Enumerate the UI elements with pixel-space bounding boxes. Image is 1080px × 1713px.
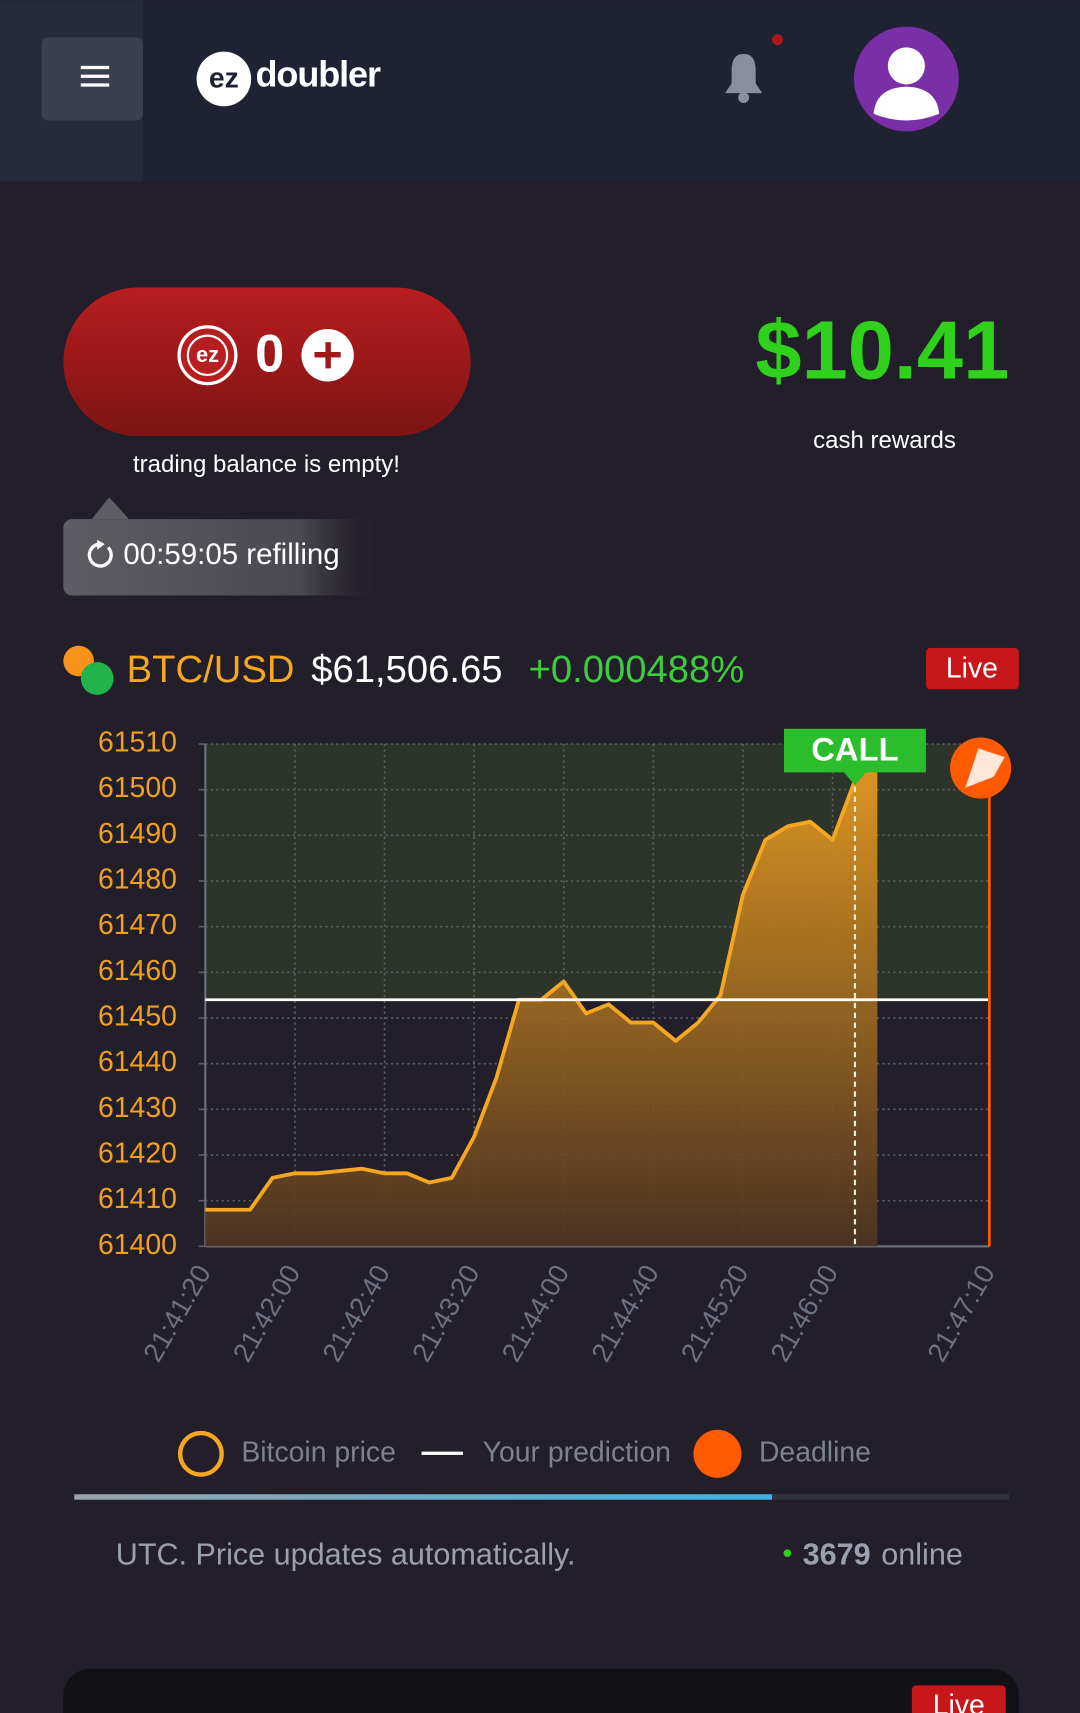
y-tick-label: 61460 [98, 955, 177, 987]
next-live-text: Live [933, 1690, 985, 1713]
legend-prediction: Your prediction [483, 1436, 671, 1468]
call-marker [783, 728, 926, 786]
coin-ring [186, 334, 229, 377]
refresh-arrow [97, 539, 105, 550]
logo-text[interactable]: doubler [256, 53, 383, 94]
x-tick-label: 21:45:20 [674, 1259, 754, 1367]
logo-mark[interactable]: ez [209, 63, 239, 95]
balance-pill[interactable] [63, 287, 471, 437]
x-tick-label: 21:44:40 [585, 1259, 665, 1367]
balance-amount: 0 [255, 325, 284, 383]
x-tick-label: 21:43:20 [406, 1259, 486, 1367]
y-tick-label: 61410 [98, 1183, 177, 1215]
y-tick-label: 61470 [98, 909, 177, 941]
x-tick-label: 21:42:00 [226, 1259, 306, 1367]
legend-price-swatch [177, 1430, 224, 1477]
online-label: online [881, 1538, 963, 1572]
plus-v [325, 342, 331, 369]
menu-line [80, 74, 110, 78]
footer-note: UTC. Price updates automatically. [116, 1538, 576, 1572]
tooltip-arrow [91, 497, 129, 520]
x-tick-label: 21:41:20 [137, 1259, 217, 1367]
refresh-icon [87, 542, 113, 568]
ticker-price: $61,506.65 [311, 648, 502, 691]
legend-price: Bitcoin price [241, 1436, 396, 1468]
live-badge [926, 647, 1019, 690]
price-chart: 61400 61410 61420 61430 61440 61450 61460 61470… [98, 727, 1012, 1367]
bell-icon[interactable] [725, 53, 763, 104]
next-live-badge [911, 1685, 1006, 1713]
ticker-pair: BTC/USD [127, 648, 295, 691]
bell-body[interactable] [725, 53, 763, 94]
legend-deadline-swatch [693, 1429, 742, 1478]
refill-tooltip [63, 519, 381, 596]
logo-circle[interactable] [196, 51, 252, 107]
menu-line [80, 83, 110, 87]
bell-clapper[interactable] [738, 92, 750, 104]
live-badge-text: Live [946, 652, 998, 684]
y-tick-label: 61430 [98, 1092, 177, 1124]
menu-line [80, 65, 110, 70]
price-line [205, 747, 879, 1212]
y-tick-label: 61440 [98, 1046, 177, 1078]
balance-message: trading balance is empty! [133, 451, 400, 478]
y-tick-label: 61510 [98, 727, 177, 759]
online-count: 3679 [803, 1538, 871, 1572]
next-card[interactable] [63, 1668, 1019, 1713]
price-area [205, 748, 878, 1247]
x-tick-label: 21:42:40 [316, 1259, 396, 1367]
legend-prediction-swatch [421, 1451, 464, 1455]
avatar-body [873, 86, 940, 121]
y-tick-label: 61400 [98, 1229, 177, 1261]
y-tick-label: 61420 [98, 1138, 177, 1170]
notification-dot [772, 34, 783, 46]
y-tick-label: 61450 [98, 1001, 177, 1033]
rewards-label: cash rewards [813, 427, 956, 454]
progress-fill [74, 1494, 773, 1500]
x-tick-label: 21:47:10 [921, 1259, 1001, 1367]
legend-deadline: Deadline [759, 1436, 871, 1468]
x-tick-label: 21:46:00 [764, 1259, 844, 1367]
y-tick-label: 61490 [98, 818, 177, 850]
y-tick-label: 61500 [98, 772, 177, 804]
menu-button[interactable] [41, 37, 144, 121]
avatar[interactable] [853, 26, 959, 132]
online-dot [783, 1549, 792, 1558]
flag-icon [965, 748, 1005, 788]
call-label: CALL [811, 730, 898, 767]
y-tick-label: 61480 [98, 864, 177, 896]
menu-button-bg[interactable] [41, 37, 144, 121]
x-tick-label: 21:44:00 [495, 1259, 575, 1367]
coin-label: ez [196, 342, 219, 367]
rewards-amount: $10.41 [755, 303, 1009, 396]
refill-timer: 00:59:05 refilling [123, 538, 339, 571]
usd-icon [80, 662, 114, 695]
avatar-head [887, 47, 925, 85]
ticker-change: +0.000488% [529, 648, 745, 691]
